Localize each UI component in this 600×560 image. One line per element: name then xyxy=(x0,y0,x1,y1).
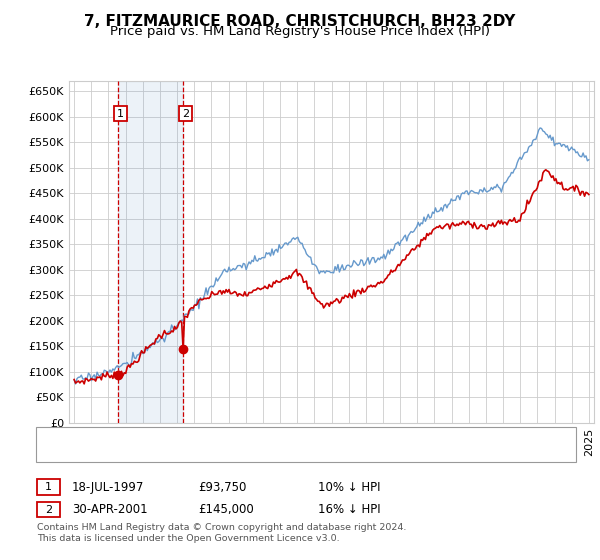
Text: 18-JUL-1997: 18-JUL-1997 xyxy=(72,480,145,494)
Text: £145,000: £145,000 xyxy=(198,503,254,516)
Text: Price paid vs. HM Land Registry's House Price Index (HPI): Price paid vs. HM Land Registry's House … xyxy=(110,25,490,38)
Text: —: — xyxy=(45,446,60,461)
Text: 10% ↓ HPI: 10% ↓ HPI xyxy=(318,480,380,494)
Text: 16% ↓ HPI: 16% ↓ HPI xyxy=(318,503,380,516)
Text: 30-APR-2001: 30-APR-2001 xyxy=(72,503,148,516)
Text: 7, FITZMAURICE ROAD, CHRISTCHURCH, BH23 2DY: 7, FITZMAURICE ROAD, CHRISTCHURCH, BH23 … xyxy=(85,14,515,29)
Text: £93,750: £93,750 xyxy=(198,480,247,494)
Text: 7, FITZMAURICE ROAD, CHRISTCHURCH, BH23 2DY (detached house): 7, FITZMAURICE ROAD, CHRISTCHURCH, BH23 … xyxy=(69,432,427,442)
Bar xyxy=(118,81,183,423)
Text: Contains HM Land Registry data © Crown copyright and database right 2024.: Contains HM Land Registry data © Crown c… xyxy=(37,523,407,532)
Text: 2: 2 xyxy=(45,505,52,515)
Text: 1: 1 xyxy=(117,109,124,119)
Text: This data is licensed under the Open Government Licence v3.0.: This data is licensed under the Open Gov… xyxy=(37,534,340,543)
Text: HPI: Average price, detached house, Bournemouth Christchurch and Poole: HPI: Average price, detached house, Bour… xyxy=(69,448,457,458)
Text: 2: 2 xyxy=(182,109,189,119)
Text: —: — xyxy=(45,429,61,444)
Text: 1: 1 xyxy=(45,482,52,492)
